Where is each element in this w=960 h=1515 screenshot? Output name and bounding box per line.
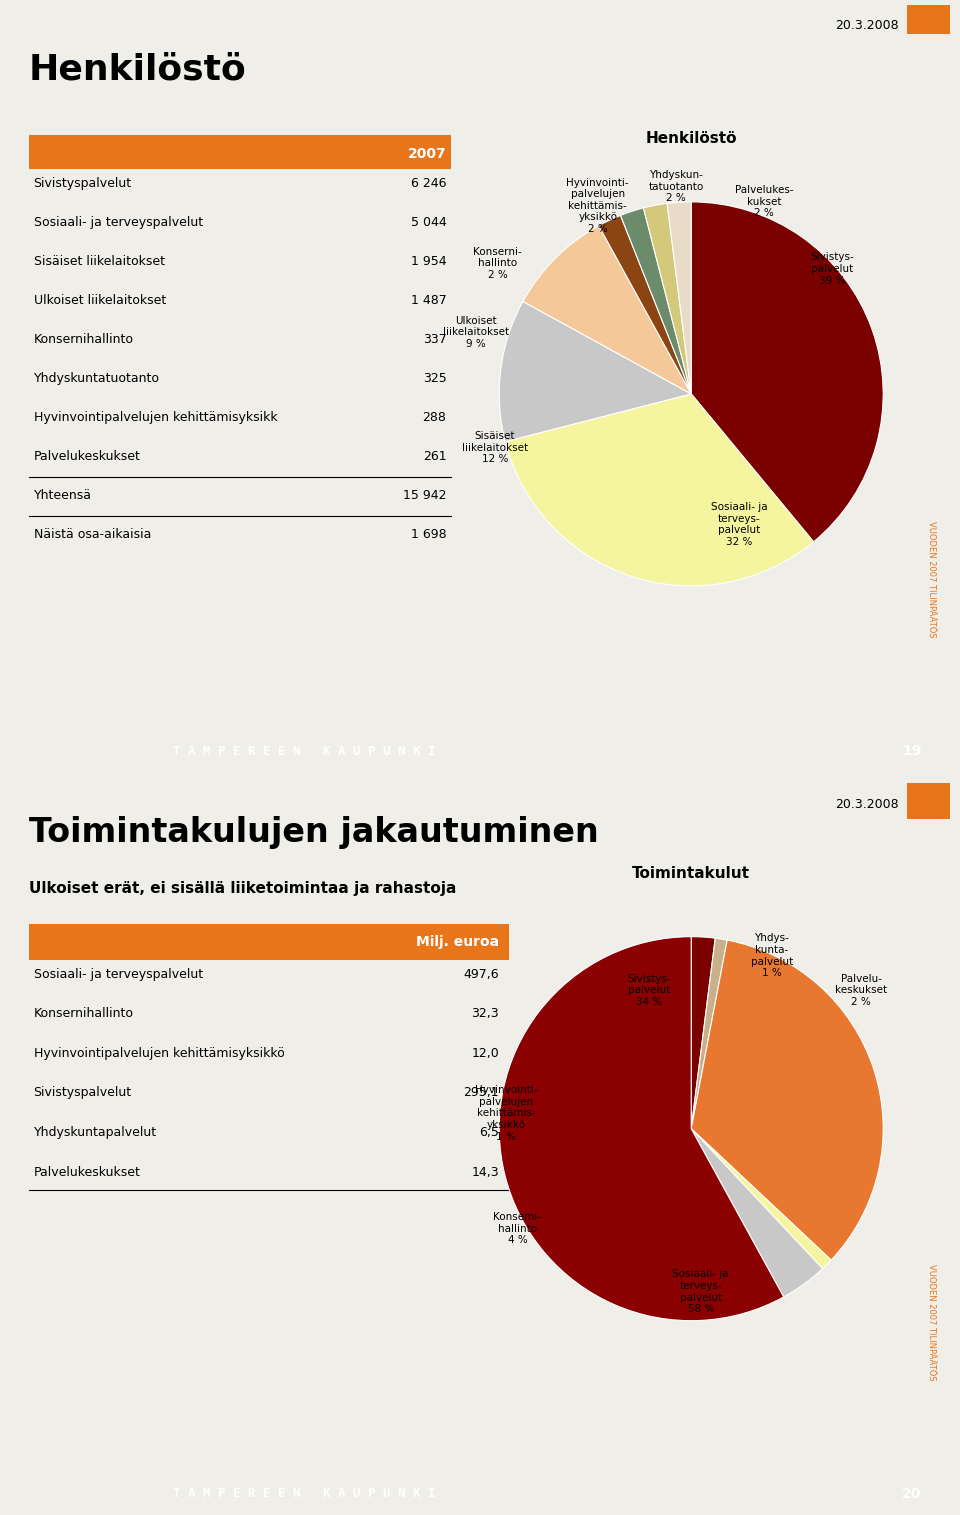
FancyBboxPatch shape bbox=[907, 783, 950, 820]
Text: Konserni-
hallinto
2 %: Konserni- hallinto 2 % bbox=[473, 247, 522, 280]
Text: Yhteensä: Yhteensä bbox=[34, 489, 91, 501]
Text: Palvelukeskukset: Palvelukeskukset bbox=[34, 1165, 140, 1179]
Wedge shape bbox=[691, 201, 883, 542]
Text: Sosiaali- ja
terveys-
palvelut
58 %: Sosiaali- ja terveys- palvelut 58 % bbox=[673, 1270, 729, 1315]
FancyBboxPatch shape bbox=[29, 135, 451, 168]
Wedge shape bbox=[499, 301, 691, 442]
Text: 1 487: 1 487 bbox=[411, 294, 446, 308]
FancyBboxPatch shape bbox=[907, 5, 950, 33]
Title: Toimintakulut: Toimintakulut bbox=[633, 865, 750, 880]
Text: Hyvinvointi-
palvelujen
kehittämis-
yksikkö
2 %: Hyvinvointi- palvelujen kehittämis- yksi… bbox=[566, 177, 629, 233]
Text: Näistä osa-aikaisia: Näistä osa-aikaisia bbox=[34, 529, 151, 541]
Text: 325: 325 bbox=[422, 373, 446, 385]
Text: 20.3.2008: 20.3.2008 bbox=[835, 798, 899, 811]
Text: Sisäiset
liikelaitokset
12 %: Sisäiset liikelaitokset 12 % bbox=[462, 432, 528, 464]
Text: Toimintakulujen jakautuminen: Toimintakulujen jakautuminen bbox=[29, 815, 598, 848]
Text: 295,1: 295,1 bbox=[464, 1086, 499, 1100]
Text: Ulkoiset erät, ei sisällä liiketoimintaa ja rahastoja: Ulkoiset erät, ei sisällä liiketoimintaa… bbox=[29, 880, 456, 895]
Text: Sivistyspalvelut: Sivistyspalvelut bbox=[34, 177, 132, 191]
Text: 5 044: 5 044 bbox=[411, 217, 446, 229]
Text: Konsemi-
hallinto
4 %: Konsemi- hallinto 4 % bbox=[493, 1212, 541, 1245]
Wedge shape bbox=[691, 941, 883, 1260]
Wedge shape bbox=[691, 1129, 831, 1268]
Text: Sosiaali- ja terveyspalvelut: Sosiaali- ja terveyspalvelut bbox=[34, 968, 203, 980]
Wedge shape bbox=[667, 201, 691, 394]
Wedge shape bbox=[499, 936, 783, 1321]
FancyBboxPatch shape bbox=[29, 924, 509, 961]
Text: 2007: 2007 bbox=[408, 147, 446, 161]
Text: Hyvinvointi-
palvelujen
kehittämis-
yksikkö
1 %: Hyvinvointi- palvelujen kehittämis- yksi… bbox=[475, 1085, 538, 1141]
Text: Sivistys-
palvelut
39 %: Sivistys- palvelut 39 % bbox=[810, 253, 854, 286]
Text: 14,3: 14,3 bbox=[471, 1165, 499, 1179]
Wedge shape bbox=[691, 938, 727, 1129]
Text: Sisäiset liikelaitokset: Sisäiset liikelaitokset bbox=[34, 255, 164, 268]
Text: 20.3.2008: 20.3.2008 bbox=[835, 18, 899, 32]
Text: 15 942: 15 942 bbox=[403, 489, 446, 501]
Text: 1 954: 1 954 bbox=[411, 255, 446, 268]
Wedge shape bbox=[620, 208, 691, 394]
Text: 19: 19 bbox=[902, 744, 922, 759]
Text: Milj. euroa: Milj. euroa bbox=[416, 935, 499, 948]
Text: Yhdyskuntatuotanto: Yhdyskuntatuotanto bbox=[34, 373, 159, 385]
Text: Palvelukeskukset: Palvelukeskukset bbox=[34, 450, 140, 464]
Text: Ulkoiset liikelaitokset: Ulkoiset liikelaitokset bbox=[34, 294, 166, 308]
Wedge shape bbox=[691, 1129, 823, 1297]
Text: 497,6: 497,6 bbox=[464, 968, 499, 980]
Text: T A M P E R E E N   K A U P U N K I: T A M P E R E E N K A U P U N K I bbox=[173, 745, 435, 758]
Text: VUODEN 2007 TILINPÄÄTÖS: VUODEN 2007 TILINPÄÄTÖS bbox=[926, 1264, 936, 1380]
Wedge shape bbox=[523, 226, 691, 394]
Text: Henkilöstö: Henkilöstö bbox=[29, 53, 247, 86]
Text: 1 698: 1 698 bbox=[411, 529, 446, 541]
Text: Sivistys-
palvelut
34 %: Sivistys- palvelut 34 % bbox=[627, 974, 671, 1007]
Text: Ulkoiset
liikelaitokset
9 %: Ulkoiset liikelaitokset 9 % bbox=[443, 315, 509, 348]
Text: Yhdyskuntapalvelut: Yhdyskuntapalvelut bbox=[34, 1126, 156, 1139]
Wedge shape bbox=[505, 394, 813, 586]
Text: 32,3: 32,3 bbox=[471, 1007, 499, 1020]
Text: Yhdyskun-
tatuotanto
2 %: Yhdyskun- tatuotanto 2 % bbox=[648, 170, 704, 203]
Text: 288: 288 bbox=[422, 411, 446, 424]
Wedge shape bbox=[691, 936, 715, 1129]
Text: T A M P E R E E N   K A U P U N K I: T A M P E R E E N K A U P U N K I bbox=[173, 1488, 435, 1500]
Text: 337: 337 bbox=[422, 333, 446, 347]
Text: Hyvinvointipalvelujen kehittämisyksikkö: Hyvinvointipalvelujen kehittämisyksikkö bbox=[34, 1047, 284, 1060]
Text: Konsernihallinto: Konsernihallinto bbox=[34, 333, 133, 347]
Text: 12,0: 12,0 bbox=[471, 1047, 499, 1060]
Text: VUODEN 2007 TILINPÄÄTÖS: VUODEN 2007 TILINPÄÄTÖS bbox=[926, 521, 936, 638]
Text: Sosiaali- ja
terveys-
palvelut
32 %: Sosiaali- ja terveys- palvelut 32 % bbox=[711, 501, 767, 547]
Wedge shape bbox=[599, 215, 691, 394]
Text: 6,5: 6,5 bbox=[479, 1126, 499, 1139]
Text: 20: 20 bbox=[902, 1486, 922, 1501]
Text: 261: 261 bbox=[422, 450, 446, 464]
Text: 6 246: 6 246 bbox=[411, 177, 446, 191]
Wedge shape bbox=[643, 203, 691, 394]
Text: Palvelukes-
kukset
2 %: Palvelukes- kukset 2 % bbox=[734, 185, 794, 218]
Text: Yhdys-
kunta-
palvelut
1 %: Yhdys- kunta- palvelut 1 % bbox=[751, 933, 793, 979]
Text: Hyvinvointipalvelujen kehittämisyksikk: Hyvinvointipalvelujen kehittämisyksikk bbox=[34, 411, 277, 424]
Title: Henkilöstö: Henkilöstö bbox=[645, 130, 737, 145]
Text: Konsernihallinto: Konsernihallinto bbox=[34, 1007, 133, 1020]
Text: Palvelu-
keskukset
2 %: Palvelu- keskukset 2 % bbox=[835, 974, 887, 1007]
Text: Sivistyspalvelut: Sivistyspalvelut bbox=[34, 1086, 132, 1100]
Text: Sosiaali- ja terveyspalvelut: Sosiaali- ja terveyspalvelut bbox=[34, 217, 203, 229]
